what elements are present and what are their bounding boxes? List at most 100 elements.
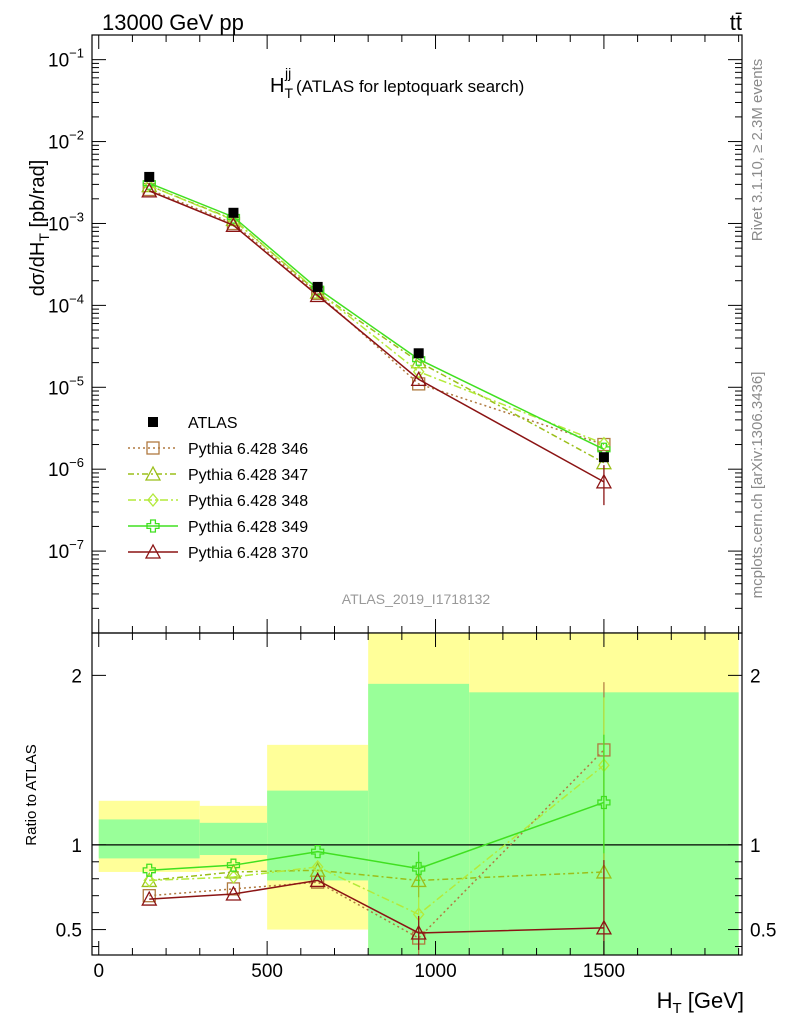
legend-item-3: Pythia 6.428 348 [128,492,308,510]
main-data-point [144,171,155,182]
ratio-series-4 [142,734,611,886]
ratio-band-green [98,819,200,859]
ratio-y-tick-label-right: 2 [750,666,761,687]
main-y-tick-exp: −3 [69,209,84,224]
x-axis-label: HT [GeV] [657,988,744,1017]
main-data-point [312,281,323,292]
ratio-x-tick-label: 0 [93,961,104,982]
legend-marker [146,441,160,455]
ratio-y-tick-label-right: 1 [750,836,761,857]
ratio-series-point [595,919,613,935]
ratio-series-point [225,885,242,901]
main-y-tick-label: 10−4 [48,291,84,317]
ratio-x-tick-label: 500 [251,961,283,982]
legend-label: ATLAS [188,415,238,432]
main-y-tick-label: 10−5 [48,373,84,399]
legend-marker [144,465,162,481]
rivet-version-label: Rivet 3.1.10, ≥ 2.3M events [749,59,766,242]
legend-label: Pythia 6.428 346 [188,441,308,458]
ratio-series-point [142,863,156,877]
ratio-series-line [149,869,604,882]
legend-marker [144,543,162,559]
ratio-series-point [309,861,326,877]
legend-label: Pythia 6.428 370 [188,545,308,562]
ratio-y-tick-label: 1 [71,836,82,857]
header-process-label: tt̄ [730,10,742,35]
main-y-tick-base: 10 [48,460,69,481]
ratio-series-point [309,872,326,888]
header-energy-label: 13000 GeV pp [102,10,244,35]
legend-item-data: ATLAS [148,415,238,432]
mcplots-label: mcplots.cern.ch [arXiv:1306.3436] [749,372,766,599]
main-series-point [598,436,610,451]
ratio-y-tick-label: 2 [71,666,82,687]
main-y-tick-exp: −5 [69,373,84,388]
main-y-tick-label: 10−7 [48,537,84,563]
main-y-tick-exp: −1 [69,46,84,61]
ratio-series-point [141,890,158,906]
ratio-series-point [412,861,426,876]
legend-label: Pythia 6.428 349 [188,519,308,536]
main-y-axis-label: dσ/dHT [pb/rad] [27,160,52,297]
main-y-tick-label: 10−2 [48,128,84,154]
main-series-point [141,182,158,198]
ratio-series-point [143,873,156,888]
ratio-series-line [149,879,604,934]
ratio-x-tick-label: 1000 [414,961,456,982]
main-y-tick-base: 10 [48,378,69,399]
legend-marker [148,417,158,427]
main-series-point [412,364,425,379]
main-y-tick-base: 10 [48,51,69,72]
ratio-y-tick-label-right: 0.5 [750,921,776,942]
ratio-series-5 [141,860,613,955]
ratio-series-point [225,863,242,879]
main-y-tick-exp: −6 [69,455,84,470]
main-y-tick-base: 10 [48,542,69,563]
main-series-line [148,184,605,445]
main-y-tick-base: 10 [48,296,69,317]
plot-title-main: H [270,75,284,97]
main-y-tick-base: 10 [48,133,69,154]
ratio-series-point [142,889,156,903]
ratio-series-point [597,795,611,810]
main-series-line [148,188,605,446]
main-series-point [410,370,427,386]
plot-title-sub: T [284,85,293,101]
ratio-series-point [226,858,241,872]
ratio-series-point [227,870,240,885]
analysis-id: ATLAS_2019_I1718132 [342,591,491,607]
legend-item-5: Pythia 6.428 370 [128,543,308,562]
legend-item-2: Pythia 6.428 347 [128,465,308,484]
legend-item-4: Pythia 6.428 349 [128,519,308,536]
ratio-y-tick-label: 0.5 [56,921,82,942]
legend-marker [146,519,160,533]
main-y-tick-exp: −4 [69,291,84,306]
main-y-tick-base: 10 [48,214,69,235]
main-data-point [228,207,239,218]
ratio-band-green [199,822,268,856]
ratio-frame [91,632,743,956]
legend-label: Pythia 6.428 348 [188,493,308,510]
ratio-series-point [310,844,325,859]
main-series-point [309,287,326,303]
main-data-series [144,171,609,463]
main-y-tick-label: 10−1 [48,46,84,72]
ratio-x-tick-label: 1500 [583,961,625,982]
main-series-point [595,473,613,489]
ratio-band-green [267,790,369,881]
main-series-5 [141,182,613,506]
ratio-y-axis-label: Ratio to ATLAS [23,744,40,845]
ratio-series-line [149,801,605,872]
legend: ATLAS Pythia 6.428 346 Pythia 6.428 347 Pyt… [128,415,308,562]
legend-label: Pythia 6.428 347 [188,467,308,484]
plot-title-rest: (ATLAS for leptoquark search) [291,77,524,96]
main-y-tick-exp: −7 [69,537,84,552]
main-series-point [225,216,242,232]
legend-marker [147,492,159,508]
main-y-tick-exp: −2 [69,128,84,143]
main-series-line [148,190,605,483]
main-data-point [598,452,609,463]
ratio-series-point [410,872,427,888]
plot-title: HTjj (ATLAS for leptoquark search) [270,65,524,101]
